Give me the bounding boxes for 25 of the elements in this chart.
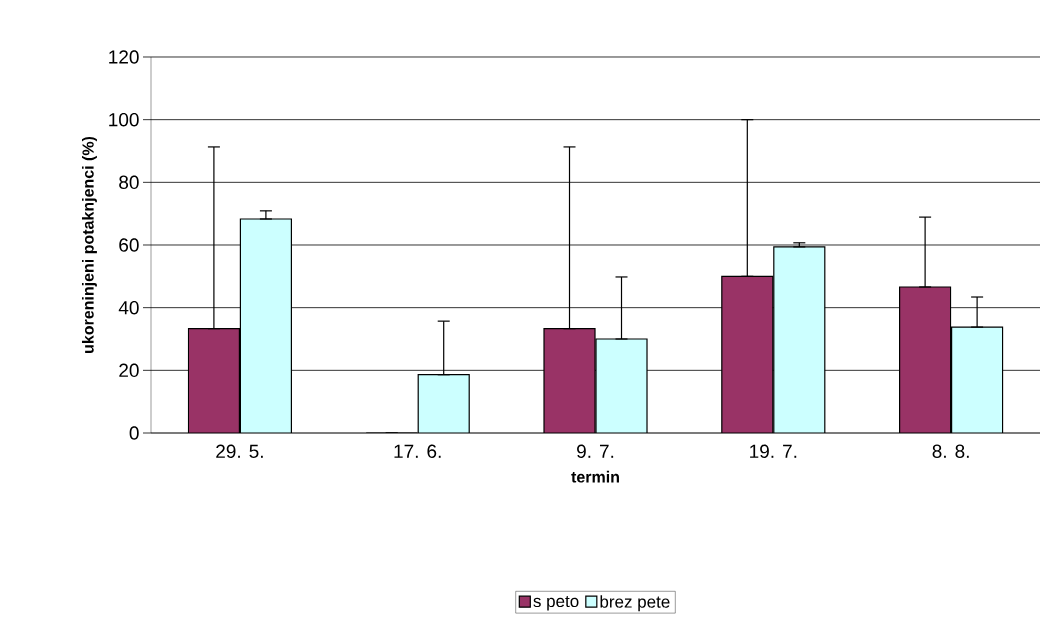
- bar: [951, 326, 1004, 433]
- bar: [187, 328, 240, 433]
- y-tick-label: 0: [129, 426, 139, 440]
- legend-label: brez pete: [600, 595, 670, 612]
- bar: [773, 246, 826, 433]
- y-tick-label: 60: [119, 238, 139, 252]
- legend-label: s peto: [533, 595, 579, 611]
- x-tick-label: 9. 7.: [577, 444, 614, 458]
- bar: [239, 218, 292, 433]
- bar: [543, 328, 596, 433]
- x-tick-label: 17. 6.: [394, 444, 441, 458]
- y-tick-label: 20: [119, 363, 139, 378]
- y-tick-label: 120: [109, 50, 139, 64]
- bar: [899, 286, 952, 433]
- y-axis-title: ukoreninjeni potaknjenci (%): [81, 136, 97, 353]
- bar: [721, 275, 774, 433]
- x-tick-label: 29. 5.: [216, 444, 263, 458]
- x-tick-label: 8. 8.: [932, 444, 969, 458]
- bar: [417, 374, 470, 433]
- x-axis-title: termin: [571, 470, 619, 483]
- y-tick-label: 40: [118, 300, 139, 315]
- x-tick-label: 19. 7.: [750, 444, 797, 458]
- bar: [595, 338, 648, 433]
- y-tick-label: 80: [119, 175, 139, 190]
- y-tick-label: 100: [109, 112, 139, 127]
